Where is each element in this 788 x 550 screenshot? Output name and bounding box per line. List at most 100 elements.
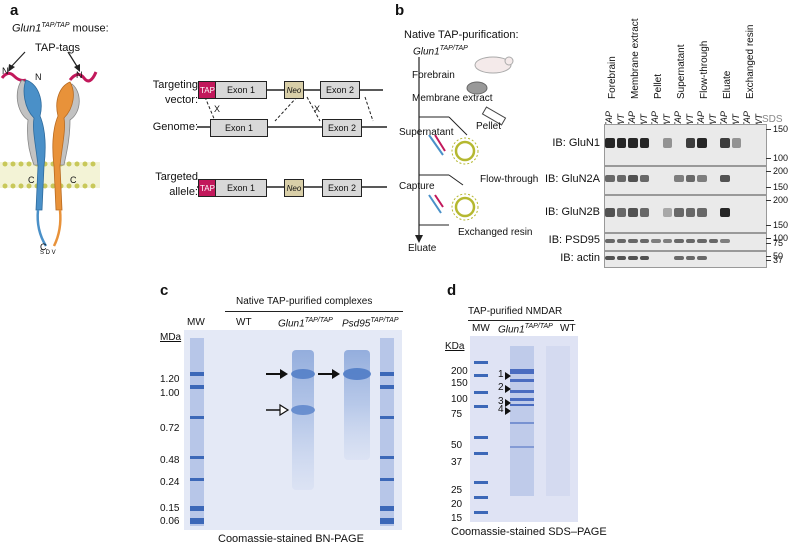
panel-c-header-rule xyxy=(225,311,403,312)
crossover-x-1: X xyxy=(214,104,221,114)
blot-band xyxy=(685,175,695,183)
blot-marker: 150 xyxy=(773,220,788,230)
blot-band xyxy=(605,256,615,261)
exon1-box-genome: Exon 1 xyxy=(210,119,268,137)
flow-flow-through: Flow-through xyxy=(480,174,539,185)
sds-page-marker: 75 xyxy=(451,409,463,420)
exon1-box-allele: Exon 1 xyxy=(215,179,267,197)
blot-band xyxy=(616,256,626,261)
tap-tags-label: TAP-tags xyxy=(35,42,81,54)
neo-box-allele: Neo xyxy=(284,179,304,197)
flow-eluate: Eluate xyxy=(408,243,437,254)
sds-label: SDS xyxy=(762,114,783,125)
panel-a-label: a xyxy=(10,2,19,19)
blot-marker: 150 xyxy=(773,182,788,192)
blot-marker-tick xyxy=(766,187,771,188)
targeting-vector-label: Targeting vector: xyxy=(152,79,198,106)
blot-group-header: Flow-through xyxy=(699,40,710,99)
blot-band xyxy=(639,207,649,217)
blot-label: IB: GluN1 xyxy=(552,137,600,149)
blot-band xyxy=(651,238,661,243)
blot-band xyxy=(720,175,730,183)
blot-band xyxy=(685,238,695,243)
blot-band xyxy=(628,238,638,243)
blot-marker: 50 xyxy=(773,251,784,261)
flow-genotype: Glun1TAP/TAP xyxy=(413,45,468,58)
panel-d-caption: Coomassie-stained SDS–PAGE xyxy=(451,526,607,538)
exon2-box-genome: Exon 2 xyxy=(322,119,362,137)
blot-band xyxy=(674,256,684,261)
blot-band xyxy=(639,175,649,183)
band-number-label: 2 xyxy=(498,382,504,393)
terminal-c-3: C xyxy=(40,242,47,252)
panel-d-wt-label: WT xyxy=(560,323,576,334)
blot-marker-tick xyxy=(766,129,771,130)
blot-marker-tick xyxy=(766,238,771,239)
blot-marker: 37 xyxy=(773,255,784,265)
flow-pellet: Pellet xyxy=(476,121,502,132)
bn-page-gel xyxy=(184,330,402,530)
flow-forebrain: Forebrain xyxy=(412,70,455,81)
panel-d-header: TAP-purified NMDAR xyxy=(468,306,563,317)
blot-marker-tick xyxy=(766,158,771,159)
band-arrow-icon xyxy=(505,407,511,415)
band-arrow-icon xyxy=(505,399,511,407)
sds-page-marker: 50 xyxy=(451,440,463,451)
sds-page-marker: 37 xyxy=(451,457,463,468)
blot-marker-tick xyxy=(766,171,771,172)
blot-band xyxy=(662,138,672,148)
sds-page-marker: 20 xyxy=(451,499,463,510)
band-arrow-icon xyxy=(505,385,511,393)
blot-marker: 200 xyxy=(773,166,788,176)
panel-d-mw-label: MW xyxy=(472,323,490,334)
flow-exchanged-resin: Exchanged resin xyxy=(458,227,533,238)
blot-band xyxy=(720,207,730,217)
blot-band xyxy=(639,256,649,261)
blot-band xyxy=(628,175,638,183)
blot-band xyxy=(708,238,718,243)
flow-supernatant: Supernatant xyxy=(399,127,454,138)
blot-marker-tick xyxy=(766,200,771,201)
nmdar-receptor-illustration: S D V xyxy=(0,51,100,256)
panel-c-caption: Coomassie-stained BN-PAGE xyxy=(218,533,364,545)
panel-c-label: c xyxy=(160,282,169,299)
blot-band xyxy=(628,138,638,148)
blot-band xyxy=(616,238,626,243)
blot-band xyxy=(605,207,615,217)
panel-c-glun1-label: Glun1TAP/TAP xyxy=(278,317,333,330)
blot-label: IB: PSD95 xyxy=(548,234,600,246)
blot-band xyxy=(616,175,626,183)
blot-band xyxy=(674,238,684,243)
blot-band xyxy=(628,207,638,217)
exon1-box-vector: Exon 1 xyxy=(215,81,267,99)
blot-band xyxy=(616,138,626,148)
bn-page-marker: 0.06 xyxy=(160,516,180,527)
genome-label: Genome: xyxy=(152,121,198,133)
blot-marker: 75 xyxy=(773,238,784,248)
blot-band xyxy=(605,238,615,243)
blot-band xyxy=(685,256,695,261)
terminal-n-center: N xyxy=(35,72,42,82)
panel-d-glun1-label: Glun1TAP/TAP xyxy=(498,323,553,336)
blot-marker: 200 xyxy=(773,195,788,205)
blot-marker-tick xyxy=(766,243,771,244)
blot-marker: 100 xyxy=(773,153,788,163)
blot-band xyxy=(662,207,672,217)
terminal-c-2: C xyxy=(70,175,77,185)
crossover-x-2: X xyxy=(314,104,321,114)
bn-page-marker: 0.48 xyxy=(160,455,180,466)
neo-box-vector: Neo xyxy=(284,81,304,99)
blot-band xyxy=(674,207,684,217)
blot-band xyxy=(685,207,695,217)
bn-page-marker: 0.24 xyxy=(160,477,180,488)
band-arrow-icon xyxy=(505,372,511,380)
sds-page-marker: 150 xyxy=(451,378,468,389)
panel-a-mouse-title: Glun1TAP/TAP mouse: xyxy=(12,22,109,35)
blot-marker-tick xyxy=(766,260,771,261)
blot-marker: 150 xyxy=(773,124,788,134)
band-number-label: 3 xyxy=(498,396,504,407)
blot-band xyxy=(685,138,695,148)
terminal-n-left: N xyxy=(2,66,9,76)
blot-band xyxy=(628,256,638,261)
purification-flow-diagram xyxy=(415,56,514,243)
